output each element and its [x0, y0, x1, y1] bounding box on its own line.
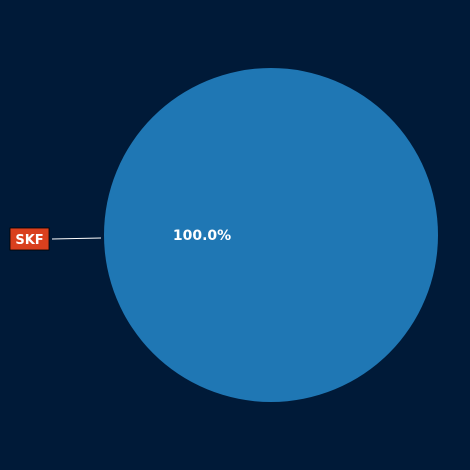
pie-slice-skf [104, 68, 438, 402]
slice-label-box [9, 227, 50, 251]
slice-category-label: SKF [15, 233, 43, 248]
pie-slices [104, 68, 438, 402]
slice-percent-label: 100.0% [173, 228, 231, 244]
pie-labels: 100.0% SKF [9, 227, 231, 251]
slice-leader-line [51, 237, 102, 240]
